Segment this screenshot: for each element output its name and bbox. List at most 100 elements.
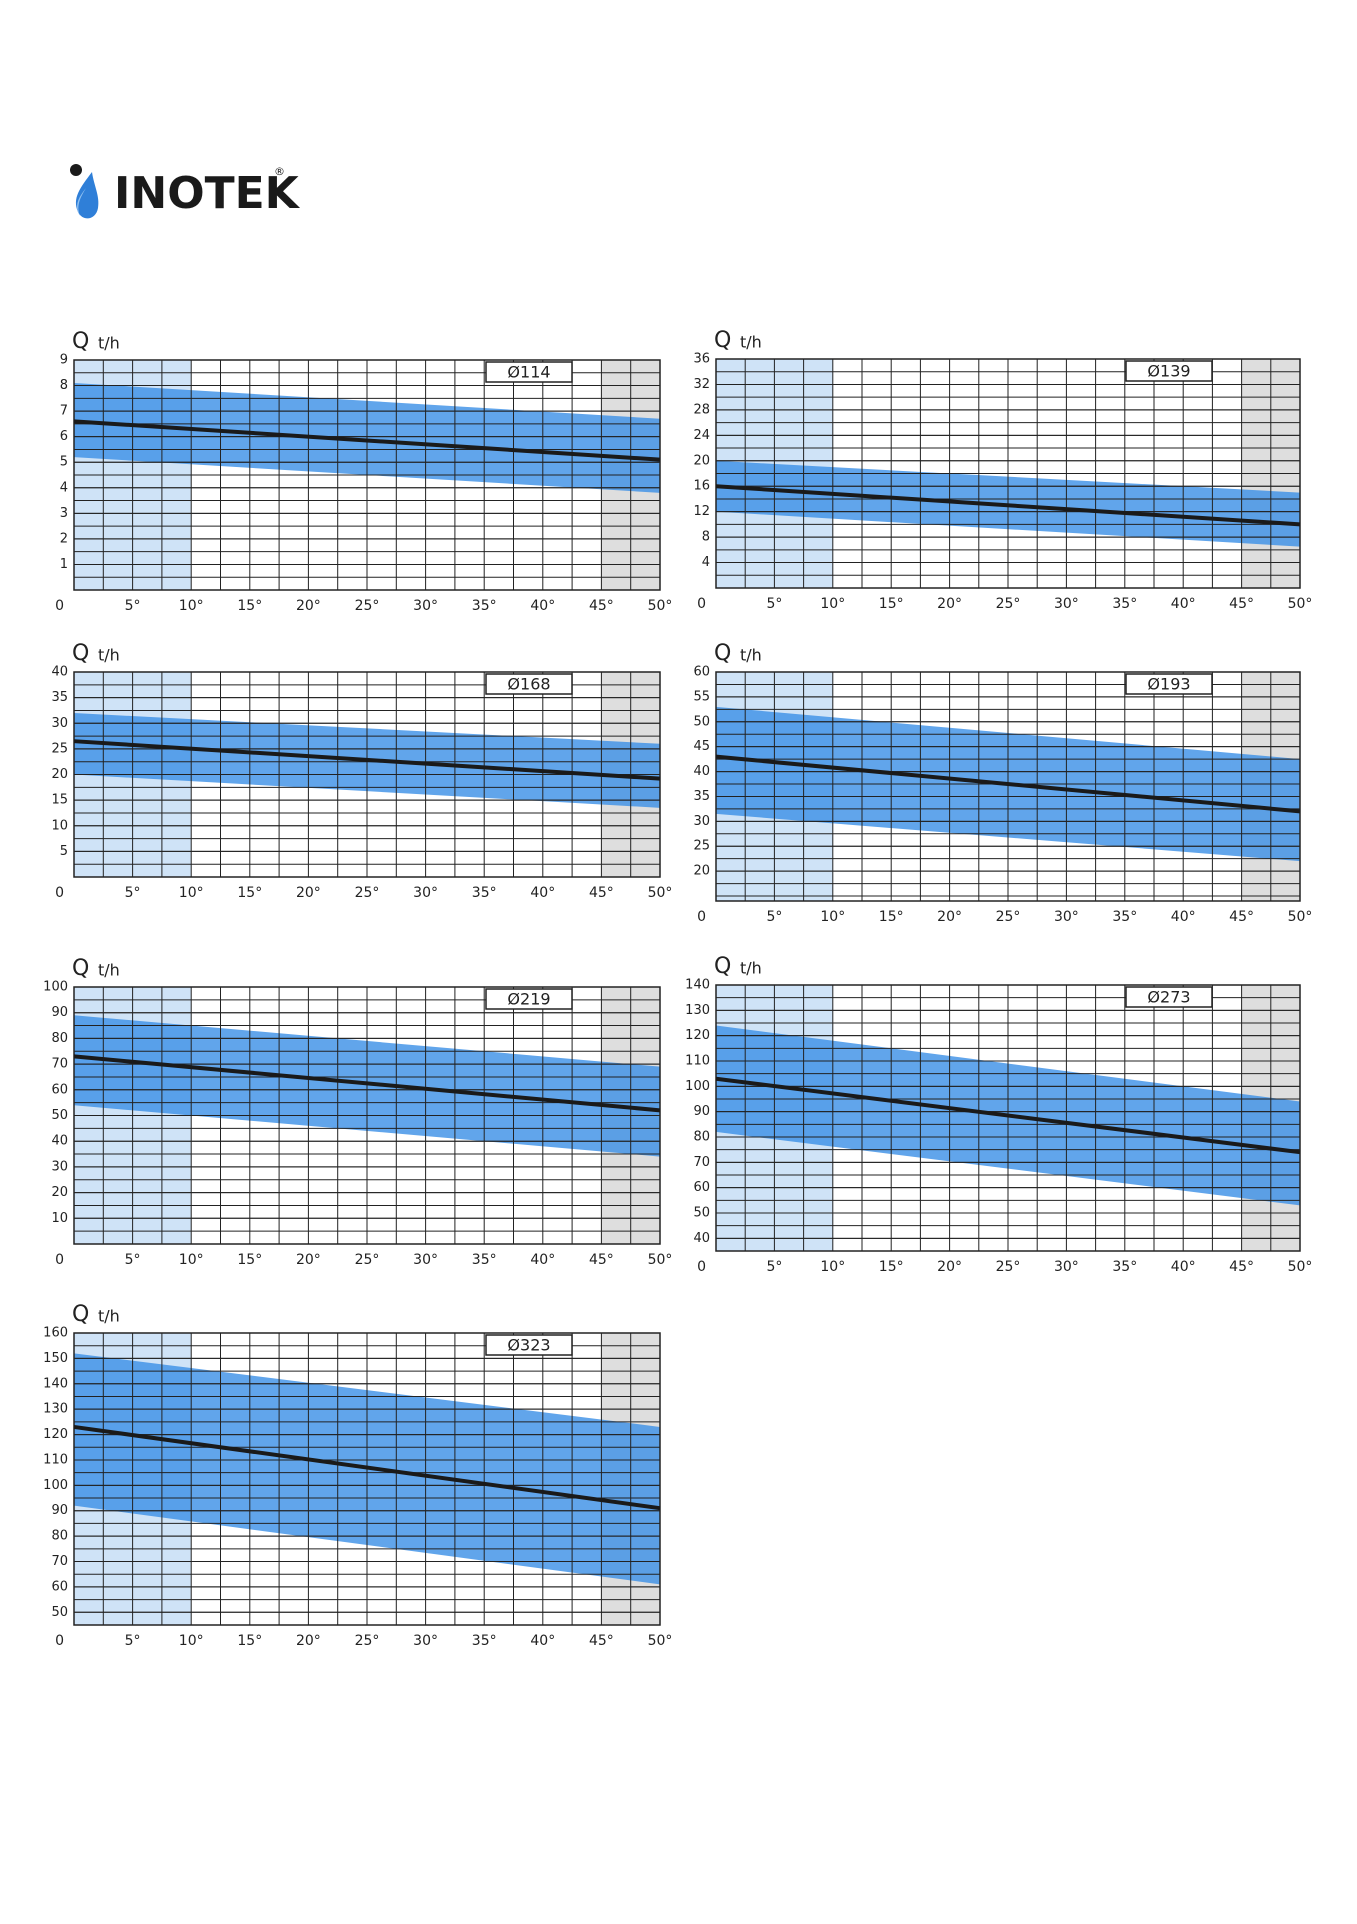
y-axis-label: Q	[72, 641, 89, 666]
x-tick-label: 20°	[937, 909, 962, 925]
y-tick-label: 90	[51, 1005, 68, 1020]
x-tick-label: 50°	[648, 885, 673, 901]
y-tick-label: 9	[60, 353, 68, 368]
plot-frame	[715, 984, 1301, 1252]
x-tick-label: 50°	[648, 1252, 673, 1268]
y-tick-label: 70	[51, 1554, 68, 1569]
x-tick-label: 15°	[237, 1633, 262, 1649]
y-tick-label: 130	[685, 1003, 710, 1018]
x-tick-label: 5°	[766, 596, 782, 612]
x-tick-label: 25°	[355, 598, 380, 614]
x-tick-label: 30°	[413, 885, 438, 901]
x-tick-label: 40°	[1171, 1259, 1196, 1275]
x-tick-label: 15°	[237, 598, 262, 614]
x-tick-label: 30°	[413, 1633, 438, 1649]
plot-frame	[73, 986, 661, 1245]
x-tick-label: 45°	[1229, 1259, 1254, 1275]
y-tick-label: 32	[693, 377, 710, 392]
diameter-label: Ø193	[1147, 675, 1190, 694]
logo-text: INOTEK	[114, 168, 301, 219]
y-tick-label: 80	[51, 1529, 68, 1544]
x-tick-label: 30°	[1054, 596, 1079, 612]
x-tick-label: 50°	[648, 598, 673, 614]
x-tick-label: 5°	[125, 598, 141, 614]
plot-frame	[73, 671, 661, 878]
y-tick-label: 90	[693, 1104, 710, 1119]
flow-line	[73, 739, 661, 781]
x-tick-label: 5°	[125, 885, 141, 901]
x-tick-label: 0	[55, 598, 64, 614]
chart: 0 5° 10° 15° 20° 25° 30° 35° 40° 45° 50° 4 8 12 16 20 24…	[693, 328, 1312, 612]
y-axis-label: Q	[72, 329, 89, 354]
x-tick-label: 35°	[1112, 1259, 1137, 1275]
diameter-box	[1125, 986, 1213, 1008]
x-tick-label: 30°	[413, 598, 438, 614]
x-tick-label: 5°	[125, 1633, 141, 1649]
x-tick-label: 45°	[589, 1252, 614, 1268]
x-tick-label: 0	[55, 885, 64, 901]
x-tick-label: 5°	[125, 1252, 141, 1268]
y-tick-label: 110	[43, 1452, 68, 1467]
x-tick-label: 50°	[1288, 909, 1313, 925]
y-axis-label: Q	[714, 328, 731, 353]
y-tick-label: 60	[51, 1082, 68, 1097]
y-tick-label: 30	[693, 814, 710, 829]
y-tick-label: 40	[693, 764, 710, 779]
diameter-label: Ø114	[507, 363, 550, 382]
logo-dot	[70, 164, 82, 176]
y-tick-label: 20	[51, 767, 68, 782]
x-tick-label: 0	[697, 909, 706, 925]
y-tick-label: 140	[43, 1376, 68, 1391]
y-axis-unit: t/h	[740, 333, 762, 352]
x-tick-label: 10°	[179, 885, 204, 901]
x-tick-label: 20°	[296, 885, 321, 901]
diameter-box	[485, 361, 573, 383]
y-tick-label: 12	[693, 504, 710, 519]
y-tick-label: 60	[693, 665, 710, 680]
y-tick-label: 40	[51, 1134, 68, 1149]
plot-frame	[715, 358, 1301, 589]
flow-line	[73, 419, 661, 462]
y-tick-label: 100	[43, 1478, 68, 1493]
y-tick-label: 25	[51, 741, 68, 756]
y-tick-label: 80	[51, 1031, 68, 1046]
y-tick-label: 1	[60, 557, 68, 572]
y-tick-label: 80	[693, 1130, 710, 1145]
y-tick-label: 150	[43, 1351, 68, 1366]
x-tick-label: 10°	[179, 598, 204, 614]
y-tick-label: 100	[43, 980, 68, 995]
x-tick-label: 0	[697, 596, 706, 612]
y-tick-label: 20	[51, 1185, 68, 1200]
y-tick-label: 20	[693, 864, 710, 879]
y-axis-label: Q	[72, 1302, 89, 1327]
y-axis-label: Q	[72, 956, 89, 981]
y-tick-label: 110	[685, 1054, 710, 1069]
chart: 0 5° 10° 15° 20° 25° 30° 35° 40° 45° 50° 40 50 60 70 80…	[685, 954, 1312, 1275]
x-tick-label: 0	[55, 1252, 64, 1268]
logo-mark: ®	[274, 165, 285, 178]
y-tick-label: 36	[693, 352, 710, 367]
x-tick-label: 30°	[413, 1252, 438, 1268]
y-axis-unit: t/h	[740, 646, 762, 665]
diameter-label: Ø219	[507, 990, 550, 1009]
x-tick-label: 40°	[530, 1633, 555, 1649]
y-tick-label: 160	[43, 1326, 68, 1341]
y-tick-label: 4	[702, 555, 710, 570]
x-tick-label: 25°	[355, 885, 380, 901]
y-tick-label: 30	[51, 716, 68, 731]
y-axis-unit: t/h	[98, 334, 120, 353]
x-tick-label: 35°	[472, 598, 497, 614]
chart: 0 5° 10° 15° 20° 25° 30° 35° 40° 45° 50° 1 2 3 4 5 6 7 8 9Q…	[55, 329, 672, 614]
y-tick-label: 70	[693, 1155, 710, 1170]
x-tick-label: 40°	[530, 885, 555, 901]
y-tick-label: 120	[43, 1427, 68, 1442]
diameter-label: Ø273	[1147, 988, 1190, 1007]
x-tick-label: 50°	[1288, 1259, 1313, 1275]
y-tick-label: 8	[702, 530, 710, 545]
logo-drop	[75, 172, 99, 219]
y-tick-label: 60	[51, 1579, 68, 1594]
x-tick-label: 25°	[355, 1633, 380, 1649]
x-tick-label: 45°	[1229, 909, 1254, 925]
y-tick-label: 130	[43, 1402, 68, 1417]
